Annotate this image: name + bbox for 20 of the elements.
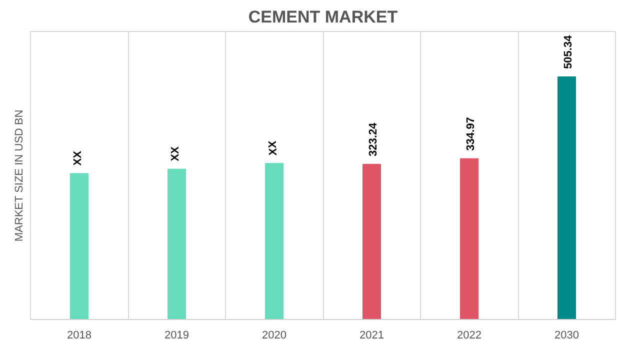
data-label: 323.24 xyxy=(368,122,380,156)
bar xyxy=(557,76,576,320)
bar xyxy=(167,168,186,320)
bar xyxy=(362,164,382,320)
x-tick-label: 2020 xyxy=(262,330,286,341)
data-label: XX xyxy=(72,150,84,166)
x-tick-label: 2018 xyxy=(67,330,92,341)
x-tick-label: 2022 xyxy=(457,330,482,341)
data-label: XX xyxy=(170,146,182,162)
x-tick-label: 2030 xyxy=(554,330,579,341)
bar xyxy=(264,163,284,320)
data-label: 505.34 xyxy=(562,34,575,69)
data-label: XX xyxy=(267,140,280,156)
bar xyxy=(460,158,479,320)
chart-title: CEMENT MARKET xyxy=(248,8,398,26)
x-tick-label: 2019 xyxy=(164,330,189,341)
bar xyxy=(70,173,89,320)
y-axis-title: MARKET SIZE IN USD BN xyxy=(14,110,26,242)
x-tick-label: 2021 xyxy=(360,330,384,341)
data-label: 334.97 xyxy=(465,117,478,151)
